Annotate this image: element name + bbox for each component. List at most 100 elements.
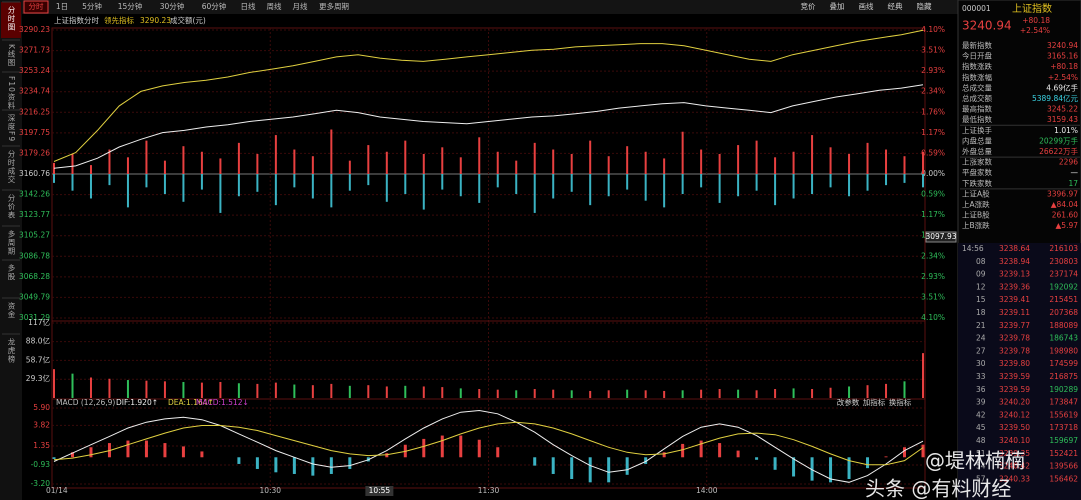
- side-tab[interactable]: F10资料: [7, 76, 16, 110]
- tick-time: 14:56: [962, 244, 984, 253]
- chart-header: 分时: [84, 15, 99, 25]
- tick-time: 24: [976, 334, 986, 343]
- quote-value: +80.18: [1050, 62, 1078, 71]
- tick-price: 3239.36: [999, 282, 1030, 291]
- y-tick-label: 3049.79: [19, 292, 50, 301]
- toolbar-button[interactable]: 画线: [859, 1, 874, 11]
- macd-header: DIF:1.920↑: [116, 398, 158, 407]
- toolbar-tab[interactable]: 周线: [267, 1, 282, 11]
- tick-time: 21: [976, 321, 986, 330]
- toolbar-tab[interactable]: 15分钟: [118, 1, 143, 11]
- macd-header: DEA:1.164↑: [168, 398, 214, 407]
- toolbar-tab[interactable]: 日线: [241, 1, 256, 11]
- pct-label: 2.34%: [921, 251, 945, 260]
- tick-volume: 192092: [1049, 282, 1078, 291]
- tick-volume: 216875: [1049, 372, 1078, 381]
- tick-price: 3239.41: [999, 295, 1030, 304]
- time-label: 11:30: [478, 486, 500, 495]
- side-tab[interactable]: K线图: [7, 44, 16, 67]
- side-tab[interactable]: 分价表: [7, 194, 16, 220]
- line: [53, 421, 924, 466]
- tick-price: 3239.78: [999, 334, 1030, 343]
- side-tab[interactable]: 资金: [7, 301, 16, 319]
- pct-label: 4.10%: [921, 25, 945, 34]
- toolbar-tab[interactable]: 60分钟: [202, 1, 227, 11]
- y-tick-label: 3253.24: [19, 66, 50, 75]
- tick-price: 3240.20: [999, 398, 1030, 407]
- tick-price: 3239.50: [999, 423, 1030, 432]
- tick-time: 57: [976, 474, 986, 483]
- toolbar-tab[interactable]: 更多周期: [319, 1, 349, 11]
- macd-button[interactable]: 改参数: [837, 397, 860, 407]
- side-tab[interactable]: 多周期: [7, 229, 16, 256]
- pct-label: 3.51%: [921, 292, 945, 301]
- toolbar-button[interactable]: 竞价: [801, 1, 816, 11]
- y-tick-label: 3290.23: [19, 25, 50, 34]
- quote-value: 261.60: [1052, 211, 1078, 220]
- pct-label: 4.10%: [921, 313, 945, 322]
- tick-time: 33: [976, 372, 986, 381]
- pct-label: 0.59%: [921, 148, 945, 157]
- side-tab[interactable]: 分时图: [7, 6, 16, 32]
- chart-header: 领先指标: [104, 15, 134, 25]
- tick-volume: 237174: [1049, 270, 1078, 279]
- chart-header: 上证指数: [54, 15, 84, 25]
- toolbar-button[interactable]: 经典: [888, 1, 903, 11]
- tick-volume: 173847: [1049, 398, 1078, 407]
- y-tick-label: 3271.73: [19, 46, 50, 55]
- tick-volume: 207368: [1049, 308, 1078, 317]
- side-tab[interactable]: 深度F9: [7, 114, 16, 142]
- tick-volume: 190289: [1049, 385, 1078, 394]
- quote-value: 3245.22: [1047, 105, 1078, 114]
- side-active: [1, 2, 21, 38]
- y-tick-label: -0.93: [31, 460, 51, 469]
- tick-volume: 139566: [1049, 462, 1078, 471]
- sidebar: [0, 0, 22, 500]
- toolbar-tab[interactable]: 1日: [56, 2, 68, 11]
- y-tick-label: 58.7亿: [26, 354, 51, 364]
- tick-time: 39: [976, 398, 986, 407]
- side-tab[interactable]: 分时成交: [7, 150, 16, 185]
- tick-volume: 188089: [1049, 321, 1078, 330]
- tick-price: 3239.11: [999, 308, 1030, 317]
- quote-change: +80.18: [1022, 16, 1050, 25]
- tick-price: 3240.33: [999, 474, 1030, 483]
- macd-button[interactable]: 加指标: [863, 397, 886, 407]
- quote-label: 上证A股: [962, 189, 990, 198]
- tick-price: 3239.35: [999, 449, 1030, 458]
- tick-price: 3239.77: [999, 321, 1030, 330]
- tick-price: 3239.78: [999, 346, 1030, 355]
- y-tick-label: 88.0亿: [26, 336, 51, 346]
- toolbar: [22, 0, 958, 14]
- time-highlight: [365, 486, 394, 496]
- tick-price: 3238.94: [999, 257, 1030, 266]
- quote-pct: +2.54%: [1020, 26, 1050, 35]
- tick-volume: 215451: [1049, 295, 1078, 304]
- quote-label: 总成交量: [962, 82, 992, 92]
- line: [53, 84, 924, 169]
- quote-value: +2.54%: [1048, 73, 1078, 82]
- tick-time: 27: [976, 346, 986, 355]
- toolbar-tab[interactable]: 月线: [293, 1, 308, 11]
- side-tab[interactable]: 龙虎榜: [7, 337, 16, 364]
- watermark: 头条 @有料财经: [865, 477, 1011, 500]
- y-tick-label: 1.35: [33, 441, 50, 450]
- macd-button[interactable]: 换指标: [889, 397, 912, 407]
- y-tick-label: 3179.26: [19, 148, 50, 157]
- quote-value: 17: [1068, 179, 1078, 188]
- quote-label: 平盘家数: [962, 167, 992, 177]
- quote-value: 3396.97: [1047, 189, 1078, 198]
- toolbar-button[interactable]: 叠加: [830, 1, 845, 11]
- y-tick-label: 3123.77: [19, 210, 50, 219]
- side-tab[interactable]: 多股: [7, 263, 16, 282]
- pct-label: 0.59%: [921, 190, 945, 199]
- tab-active: [23, 0, 49, 14]
- toolbar-tab[interactable]: 分时: [29, 1, 44, 11]
- toolbar-tab[interactable]: 5分钟: [82, 1, 102, 11]
- quote-value: 1.01%: [1054, 126, 1078, 135]
- tick-volume: 174599: [1049, 359, 1078, 368]
- time-label: 14:00: [696, 486, 718, 495]
- toolbar-tab[interactable]: 30分钟: [160, 1, 185, 11]
- pct-label: 2.93%: [921, 66, 945, 75]
- toolbar-button[interactable]: 隐藏: [917, 1, 932, 11]
